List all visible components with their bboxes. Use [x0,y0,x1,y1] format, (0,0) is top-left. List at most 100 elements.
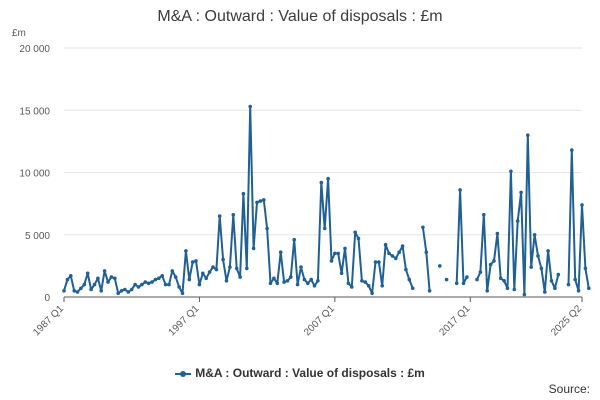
data-point [454,281,459,286]
gridlines [64,47,582,236]
data-point [228,265,232,269]
source-label: Source: [548,382,590,396]
data-point [282,280,286,284]
data-point [543,290,547,294]
data-point [309,277,314,282]
data-point [444,277,449,282]
data-point [336,251,341,256]
data-point [529,265,533,269]
data-point [539,266,544,271]
data-point [231,213,236,217]
data-point [173,275,178,279]
chart-title: M&A : Outward : Value of disposals : £m [157,8,443,25]
data-point [509,169,513,174]
x-tick-label: 2007 Q1 [302,303,337,338]
data-point [278,250,283,254]
data-point [536,254,540,258]
data-point [370,291,374,296]
data-point [201,271,205,276]
data-point [380,284,385,288]
data-point [366,284,371,288]
legend-swatch-icon [175,369,192,379]
data-point [129,287,134,292]
data-point [72,289,76,293]
data-point [217,214,222,218]
data-point [526,133,530,137]
data-point [461,281,466,286]
data-point [113,276,117,281]
data-point [556,272,561,277]
data-point [89,287,93,292]
data-point [133,282,137,287]
data-point [522,292,527,297]
data-point [299,265,303,269]
data-point [570,148,574,152]
data-point [102,269,107,273]
data-point [289,275,293,279]
data-point [383,242,388,247]
data-point [404,267,408,272]
data-point [387,251,391,256]
data-point [546,249,550,253]
legend-label: M&A : Outward : Value of disposals : £m [195,366,425,380]
x-tick-label: 1997 Q1 [167,303,202,338]
data-point [262,198,266,202]
data-point [170,269,175,273]
data-point [190,260,195,264]
y-tick-label: 15 000 [19,106,50,117]
data-point [62,289,66,293]
data-point [319,180,324,185]
data-point [275,281,280,286]
data-point [272,276,276,281]
data-point [116,291,120,296]
data-point [488,262,493,267]
data-point [69,274,73,278]
data-point [79,286,83,291]
data-point [146,281,151,286]
data-point [75,290,80,294]
data-point [306,281,310,286]
data-point [302,277,307,282]
x-tick-label: 2017 Q1 [437,303,472,338]
data-point [204,276,208,281]
data-point [339,271,344,276]
data-point [326,176,330,181]
data-point [532,233,537,237]
data-point [194,259,198,263]
series-line [476,134,560,296]
y-tick-label: 5 000 [25,231,50,242]
data-point [353,230,358,235]
data-point [390,254,395,258]
data-point [377,260,381,264]
data-point [167,282,171,287]
data-point [350,285,354,289]
data-point [265,226,269,231]
data-point [251,246,256,251]
data-point [153,277,158,282]
data-point [329,259,334,263]
data-point [85,271,90,276]
data-point [221,257,225,262]
data-point [197,282,202,287]
data-point [492,259,496,263]
data-point [211,265,215,269]
data-point [238,275,242,279]
data-point [515,219,520,223]
data-point [241,191,246,196]
y-tick-label: 10 000 [19,169,50,180]
data-point [258,199,263,203]
data-point [180,291,185,296]
data-point [106,280,110,284]
data-point [410,286,415,291]
data-point [65,277,70,282]
x-axis-ticks: 1987 Q1 1997 Q1 2007 Q1 2017 Q1 2025 Q2 [31,297,584,338]
data-point [177,285,181,289]
data-point [519,190,523,195]
data-point [92,282,97,287]
data-point [268,281,273,286]
data-point [363,280,368,284]
data-point [109,275,114,279]
data-point [99,289,103,293]
data-point [583,266,588,271]
data-point [333,251,337,256]
